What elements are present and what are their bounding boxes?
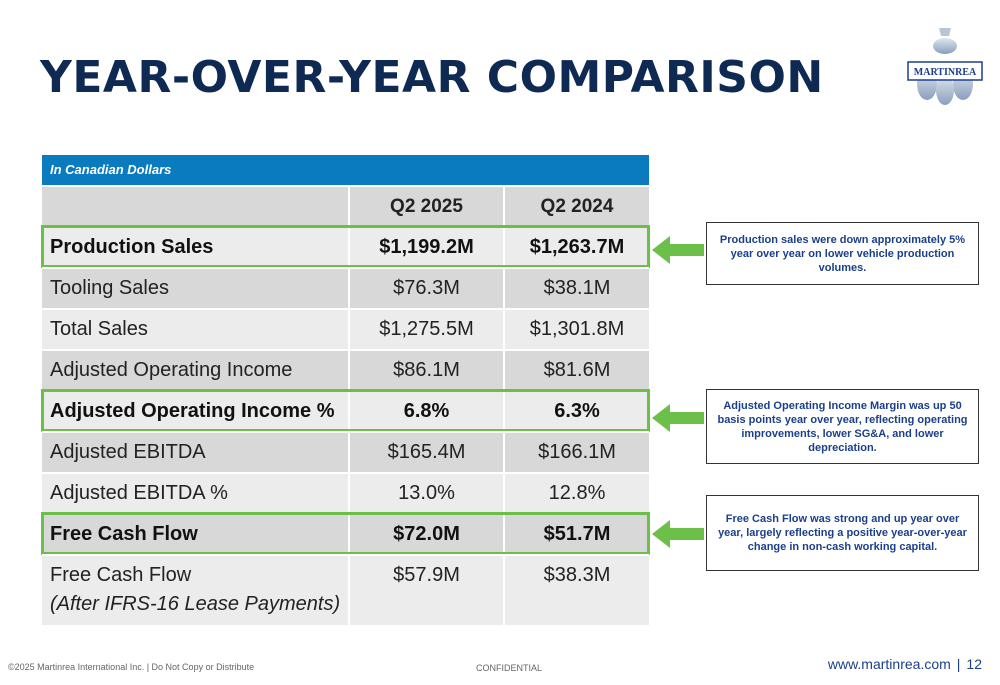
martinrea-logo: MARTINREA [907,28,983,105]
row-value-q2-2025: 6.8% [348,392,503,431]
row-value-q2-2025: $165.4M [348,433,503,472]
footer-website[interactable]: www.martinrea.com [827,656,951,672]
arrow-left-icon [652,520,704,548]
slide-title: YEAR-OVER-YEAR COMPARISON [40,52,824,103]
row-label: Tooling Sales [50,277,169,299]
row-label: Adjusted EBITDA [50,441,206,463]
row-value-q2-2024: $81.6M [503,351,649,390]
row-value-q2-2024: $38.1M [503,269,649,308]
table-row: Production Sales $1,199.2M $1,263.7M [41,225,650,268]
arrow-left-icon [652,236,704,264]
table-row: Total Sales $1,275.5M $1,301.8M [42,308,649,349]
footer-site-and-page: www.martinrea.com | 12 [828,656,982,672]
row-value-q2-2024: $1,301.8M [503,310,649,349]
row-value-q2-2025: $72.0M [348,515,503,554]
table-row: Free Cash Flow (After IFRS-16 Lease Paym… [42,554,649,625]
row-label: Adjusted Operating Income [50,359,293,381]
svg-text:MARTINREA: MARTINREA [914,67,977,78]
row-label: Production Sales [50,236,214,258]
row-value-q2-2024: $51.7M [503,515,649,554]
header-label-cell [42,187,348,226]
row-label: Adjusted EBITDA % [50,482,228,504]
row-value-q2-2024: $38.3M [503,556,649,625]
table-row: Adjusted Operating Income $86.1M $81.6M [42,349,649,390]
row-value-q2-2025: $1,275.5M [348,310,503,349]
row-label: Free Cash Flow [50,523,198,545]
row-sublabel: (After IFRS-16 Lease Payments) [50,593,341,615]
footer-copyright: ©2025 Martinrea International Inc. | Do … [8,662,255,672]
row-value-q2-2025: $57.9M [348,556,503,625]
operating-income-note: Adjusted Operating Income Margin was up … [706,389,979,464]
header-q2-2025: Q2 2025 [348,187,503,226]
footer-confidential: CONFIDENTIAL [476,663,543,673]
row-value-q2-2024: 6.3% [503,392,649,431]
row-label: Adjusted Operating Income % [50,400,335,422]
table-header-row: Q2 2025 Q2 2024 [42,185,649,226]
row-label: Free Cash Flow [50,564,192,586]
row-label-group: Free Cash Flow (After IFRS-16 Lease Paym… [42,556,348,625]
free-cash-flow-note: Free Cash Flow was strong and up year ov… [706,495,979,571]
production-sales-note: Production sales were down approximately… [706,222,979,285]
row-value-q2-2024: $166.1M [503,433,649,472]
table-caption: In Canadian Dollars [42,155,649,185]
table-row: Adjusted EBITDA $165.4M $166.1M [42,431,649,472]
page-number: 12 [966,656,982,672]
header-q2-2024: Q2 2024 [503,187,649,226]
table-row: Adjusted Operating Income % 6.8% 6.3% [41,389,650,432]
row-value-q2-2024: 12.8% [503,474,649,513]
row-value-q2-2025: 13.0% [348,474,503,513]
arrow-left-icon [652,404,704,432]
table-row: Free Cash Flow $72.0M $51.7M [41,512,650,555]
row-value-q2-2025: $1,199.2M [348,228,503,267]
row-value-q2-2025: $86.1M [348,351,503,390]
comparison-table: In Canadian Dollars Q2 2025 Q2 2024 Prod… [41,155,650,625]
table-row: Adjusted EBITDA % 13.0% 12.8% [42,472,649,513]
row-value-q2-2024: $1,263.7M [503,228,649,267]
footer-separator: | [956,656,961,672]
row-label: Total Sales [50,318,148,340]
row-value-q2-2025: $76.3M [348,269,503,308]
table-row: Tooling Sales $76.3M $38.1M [42,267,649,308]
